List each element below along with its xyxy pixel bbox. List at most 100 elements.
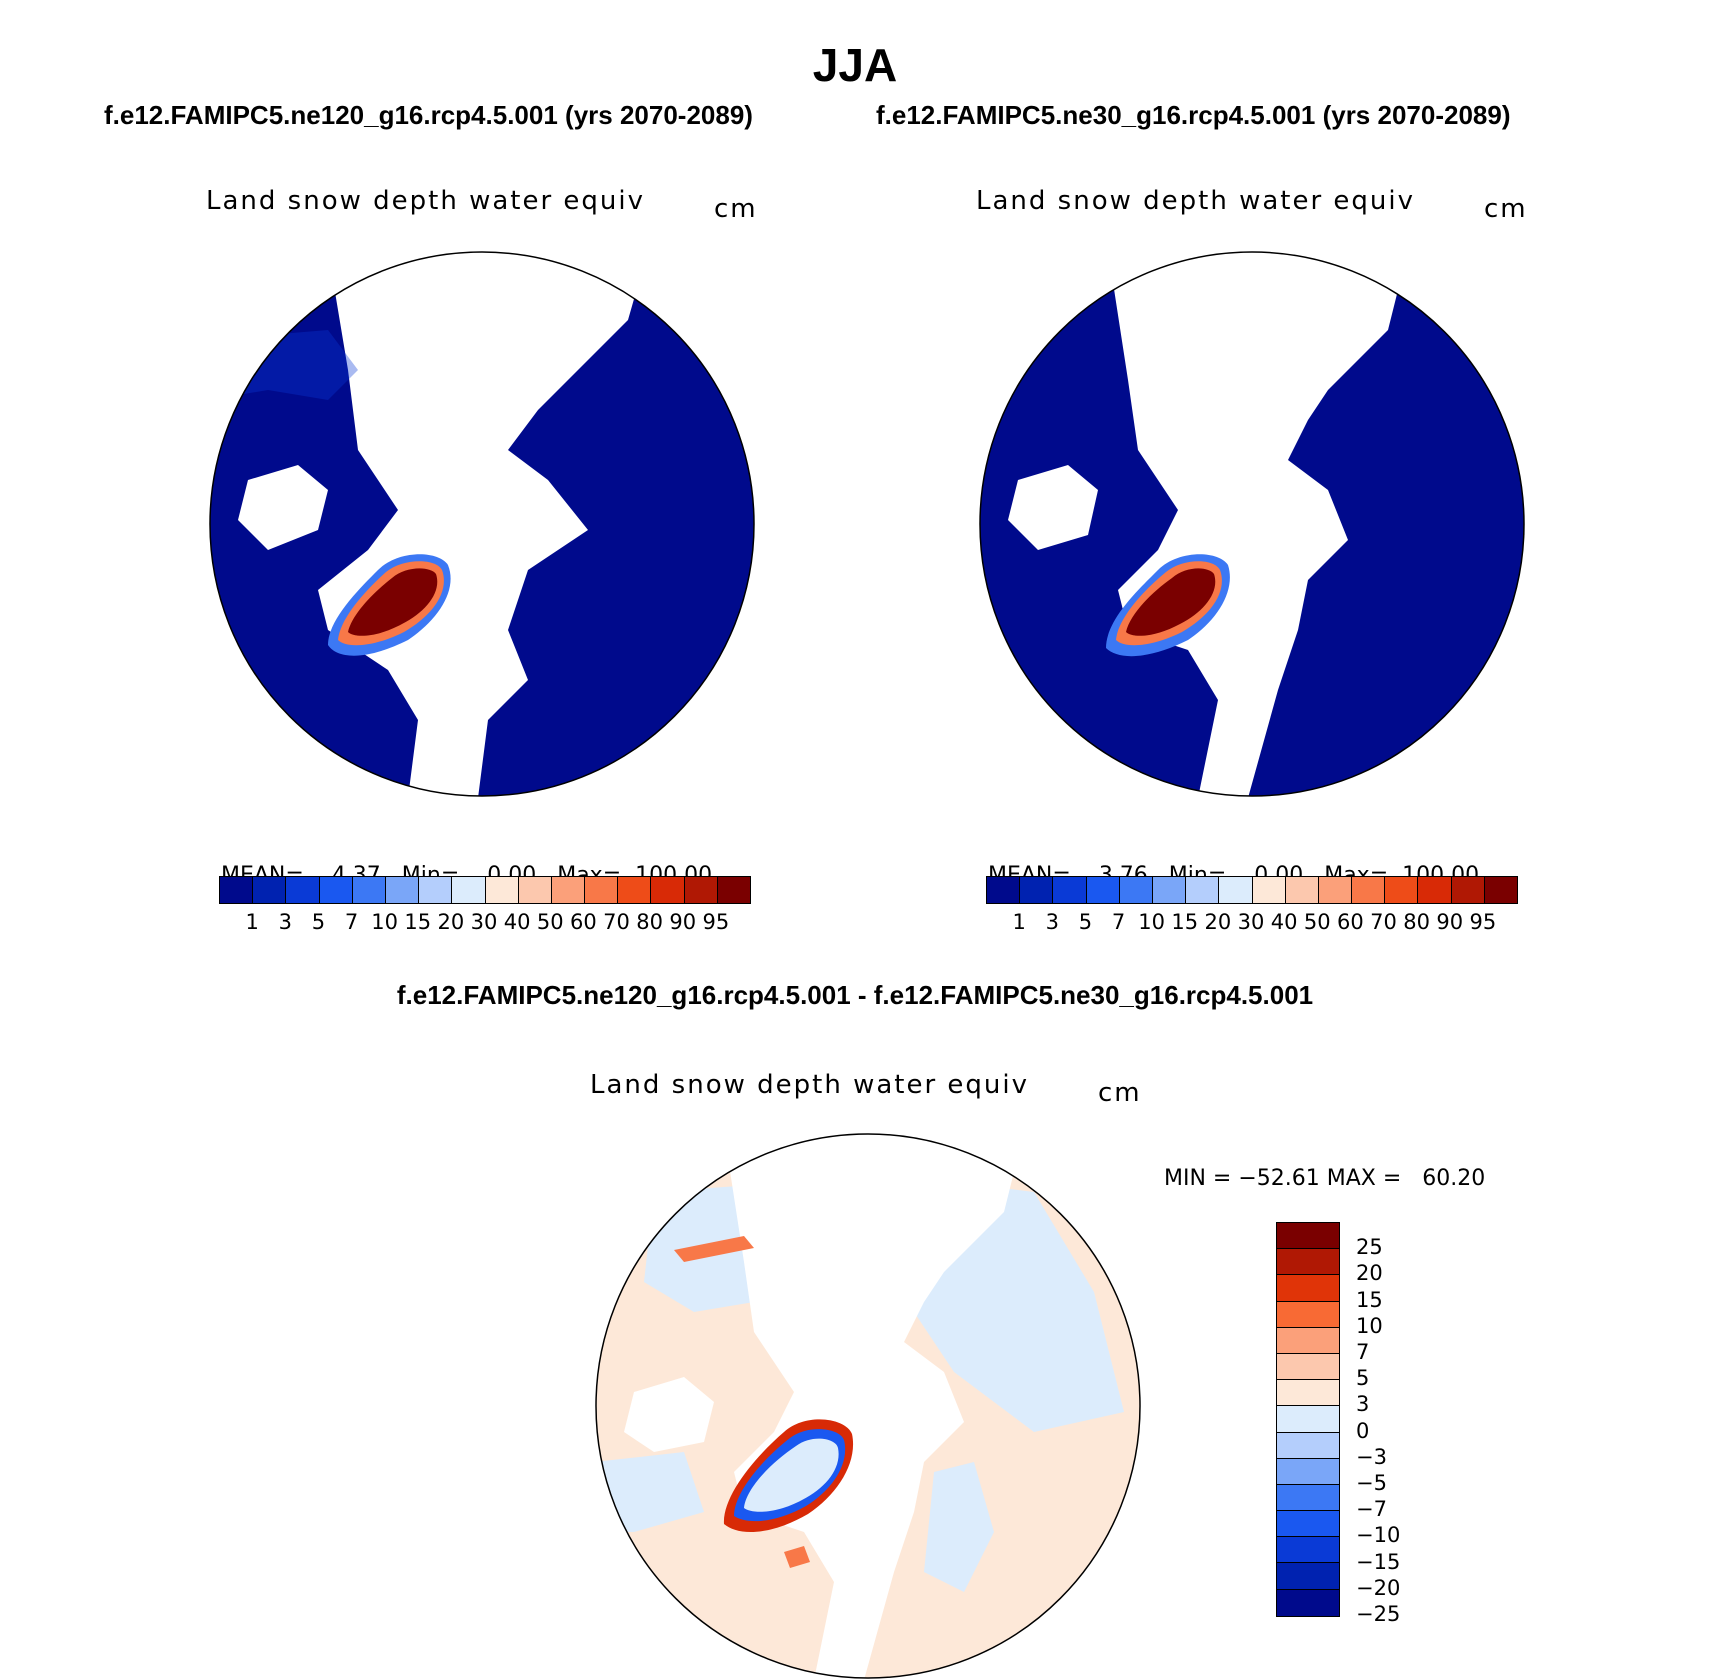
colorbar-tick-label: 50 xyxy=(1303,910,1331,934)
colorbar-swatch xyxy=(1277,1484,1339,1512)
colorbar-tick-label: 7 xyxy=(1111,910,1126,934)
colorbar-swatch xyxy=(1086,877,1120,903)
colorbar-tick-label: 25 xyxy=(1356,1235,1383,1260)
colorbar-tick-label: 15 xyxy=(404,910,432,934)
colorbar-tick-label: 60 xyxy=(570,910,597,934)
colorbar-swatch xyxy=(1277,1249,1339,1276)
colorbar-swatch xyxy=(1277,1563,1339,1590)
colorbar-tick-label: −20 xyxy=(1356,1575,1401,1600)
diff-units-label: cm xyxy=(1098,1078,1142,1108)
colorbar-swatch xyxy=(253,877,287,903)
panel2-greenland-max xyxy=(1126,568,1216,636)
panel1-map-boundary xyxy=(209,251,755,797)
panel2-map-boundary xyxy=(979,251,1525,797)
case-title-left: f.e12.FAMIPC5.ne120_g16.rcp4.5.001 (yrs … xyxy=(104,100,753,130)
colorbar-tick-label: 15 xyxy=(1356,1287,1383,1312)
colorbar-tick-label: 5 xyxy=(1078,910,1093,934)
colorbar-swatch xyxy=(1484,877,1517,903)
colorbar-tick-label: 30 xyxy=(470,910,498,934)
panel1-snowfree-land xyxy=(318,252,648,796)
panel2-units-label: cm xyxy=(1484,194,1528,224)
diff-variable-label: Land snow depth water equiv xyxy=(590,1070,1029,1100)
colorbar-swatch xyxy=(352,877,386,903)
colorbar-tick-label: 80 xyxy=(1403,910,1430,934)
colorbar-tick-label: −15 xyxy=(1356,1549,1401,1574)
colorbar-swatch xyxy=(1119,877,1153,903)
colorbar-swatch xyxy=(1277,1432,1339,1459)
colorbar-swatch xyxy=(485,877,519,903)
colorbar-swatch xyxy=(1252,877,1286,903)
colorbar-tick-label: 70 xyxy=(1370,910,1397,934)
colorbar-tick-label: 95 xyxy=(702,910,730,934)
colorbar-swatch xyxy=(1277,1458,1339,1485)
season-title: JJA xyxy=(812,39,898,91)
colorbar-swatch xyxy=(1451,877,1485,903)
colorbar-swatch xyxy=(1277,1537,1339,1564)
colorbar-tick-label: 10 xyxy=(371,910,398,934)
panel1-greenland-max xyxy=(348,568,438,636)
colorbar-swatch xyxy=(1285,877,1319,903)
colorbar-tick-label: 3 xyxy=(278,910,292,934)
colorbar-swatch xyxy=(1318,877,1353,903)
colorbar-swatch xyxy=(1385,877,1419,903)
colorbar-tick-label: 40 xyxy=(503,910,531,934)
colorbar-swatch xyxy=(987,877,1021,903)
colorbar-tick-label: 40 xyxy=(1270,910,1298,934)
colorbar-swatch xyxy=(618,877,652,903)
colorbar-swatch xyxy=(319,877,353,903)
panel2-variable-label: Land snow depth water equiv xyxy=(976,186,1415,216)
colorbar-swatch xyxy=(551,877,586,903)
panel1-variable-label: Land snow depth water equiv xyxy=(206,186,645,216)
colorbar-swatch xyxy=(518,877,552,903)
colorbar-swatch xyxy=(1053,877,1087,903)
panel2-polar-map xyxy=(979,251,1525,797)
colorbar-tick-label: 60 xyxy=(1337,910,1364,934)
colorbar-tick-label: −5 xyxy=(1356,1471,1387,1495)
colorbar-tick-label: 7 xyxy=(344,910,359,934)
colorbar-tick-label: 70 xyxy=(603,910,630,934)
colorbar-swatch xyxy=(452,877,486,903)
colorbar-swatch xyxy=(1352,877,1386,903)
colorbar-tick-label: 10 xyxy=(1138,910,1165,934)
colorbar-tick-label: 1 xyxy=(1012,910,1026,934)
colorbar-swatch xyxy=(1277,1589,1339,1616)
difference-title: f.e12.FAMIPC5.ne120_g16.rcp4.5.001 - f.e… xyxy=(396,980,1314,1010)
colorbar-tick-label: 50 xyxy=(536,910,564,934)
colorbar-swatch xyxy=(1277,1353,1339,1381)
diff-minmax-stats: MIN = −52.61 MAX = 60.20 xyxy=(1164,1166,1486,1191)
colorbar-swatch xyxy=(419,877,453,903)
colorbar-tick-label: 30 xyxy=(1237,910,1265,934)
colorbar-swatch xyxy=(1277,1380,1339,1407)
colorbar-swatch xyxy=(717,877,750,903)
colorbar-tick-label: 20 xyxy=(437,910,465,934)
panel2-colorbar xyxy=(986,876,1518,904)
colorbar-tick-label: 80 xyxy=(636,910,663,934)
colorbar-swatch xyxy=(684,877,718,903)
colorbar-tick-label: 3 xyxy=(1045,910,1059,934)
colorbar-tick-label: 5 xyxy=(1356,1366,1370,1391)
colorbar-swatch xyxy=(1277,1327,1339,1354)
colorbar-swatch xyxy=(1186,877,1220,903)
panel1-units-label: cm xyxy=(714,194,758,224)
colorbar-swatch xyxy=(220,877,254,903)
diff-snowfree-land xyxy=(724,1134,1024,1678)
case-title-right: f.e12.FAMIPC5.ne30_g16.rcp4.5.001 (yrs 2… xyxy=(876,100,1511,130)
colorbar-swatch xyxy=(1020,877,1054,903)
colorbar-tick-label: 90 xyxy=(1436,910,1464,934)
diff-colorbar xyxy=(1276,1222,1340,1617)
colorbar-swatch xyxy=(1277,1275,1339,1302)
colorbar-tick-label: −25 xyxy=(1356,1602,1401,1626)
panel1-polar-map xyxy=(209,251,755,797)
colorbar-swatch xyxy=(1219,877,1253,903)
colorbar-swatch xyxy=(585,877,619,903)
colorbar-tick-label: −10 xyxy=(1356,1523,1401,1548)
colorbar-tick-label: 1 xyxy=(245,910,259,934)
colorbar-swatch xyxy=(1277,1301,1339,1328)
colorbar-tick-label: 3 xyxy=(1356,1392,1370,1417)
colorbar-tick-label: 0 xyxy=(1356,1418,1370,1443)
colorbar-swatch xyxy=(1277,1406,1339,1433)
panel1-colorbar xyxy=(219,876,751,904)
colorbar-swatch xyxy=(1152,877,1187,903)
colorbar-swatch xyxy=(1277,1223,1339,1250)
colorbar-swatch xyxy=(286,877,320,903)
